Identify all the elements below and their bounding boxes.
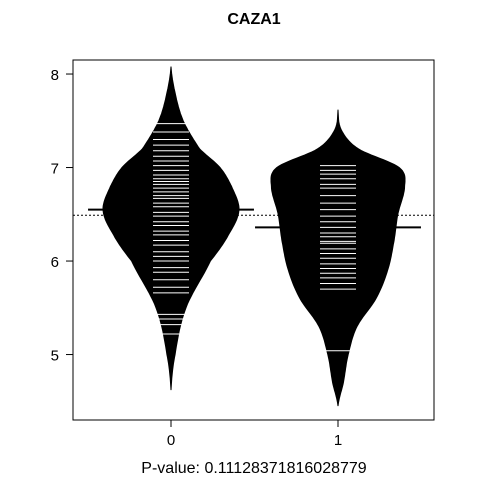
y-tick-label: 7 [51, 161, 59, 178]
axes: 5 6 7 8 0 1 [51, 67, 343, 449]
x-axis-label: P-value: 0.11128371816028779 [141, 460, 366, 477]
bean-shape-0 [102, 66, 240, 391]
x-tick-label: 1 [334, 432, 342, 449]
plot-frame [72, 59, 435, 421]
y-tick-label: 5 [51, 348, 59, 365]
y-tick-label: 8 [51, 67, 59, 84]
plot-area [73, 66, 434, 407]
chart-title: CAZA1 [227, 11, 280, 28]
y-tick-label: 6 [51, 254, 59, 271]
x-tick-label: 0 [167, 432, 175, 449]
